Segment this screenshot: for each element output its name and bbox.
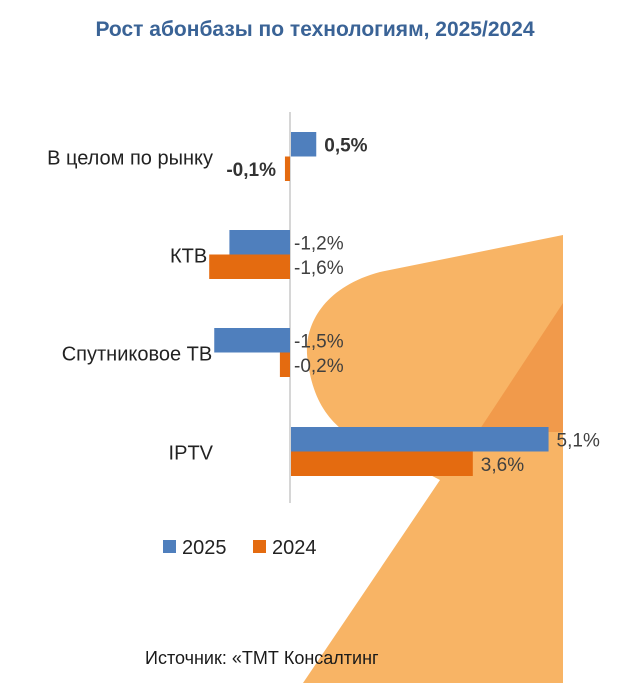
value-label-2024-1: -1,6% (294, 258, 344, 279)
legend: 2025 2024 (163, 537, 317, 559)
bar-2024-0 (284, 156, 290, 181)
value-labels: 0,5% -0,1% -1,2% -1,6% -1,5% -0,2% 5,1% 3,6% (226, 135, 600, 476)
value-label-2025-3: 5,1% (557, 430, 600, 451)
bar-2025-1 (229, 230, 290, 255)
decor-shape-dark (478, 303, 563, 432)
category-labels: В целом по рынку КТВ Спутниковое ТВ IPTV (47, 148, 214, 465)
bar-2025-0 (291, 132, 317, 157)
legend-label-2024: 2024 (272, 537, 317, 559)
chart-title: Рост абонбазы по технологиям, 2025/2024 (95, 18, 535, 41)
bar-2024-1 (209, 254, 290, 279)
category-label: КТВ (170, 246, 207, 268)
category-label: Спутниковое ТВ (62, 344, 213, 366)
value-label-2024-2: -0,2% (294, 356, 344, 377)
category-label: IPTV (169, 443, 214, 465)
value-label-2025-1: -1,2% (294, 233, 344, 254)
value-label-2025-0: 0,5% (324, 135, 367, 156)
value-label-2024-0: -0,1% (226, 160, 276, 181)
legend-label-2025: 2025 (182, 537, 227, 559)
bar-2024-2 (279, 352, 290, 377)
bars (209, 132, 549, 476)
bar-2025-3 (291, 427, 549, 452)
value-label-2024-3: 3,6% (481, 455, 524, 476)
value-label-2025-2: -1,5% (294, 331, 344, 352)
category-label: В целом по рынку (47, 148, 213, 170)
source-note: Источник: «ТМТ Консалтинг (145, 648, 379, 668)
legend-swatch-2024 (253, 540, 266, 553)
legend-swatch-2025 (163, 540, 176, 553)
bar-2025-2 (214, 328, 290, 353)
bar-2024-3 (291, 451, 473, 476)
